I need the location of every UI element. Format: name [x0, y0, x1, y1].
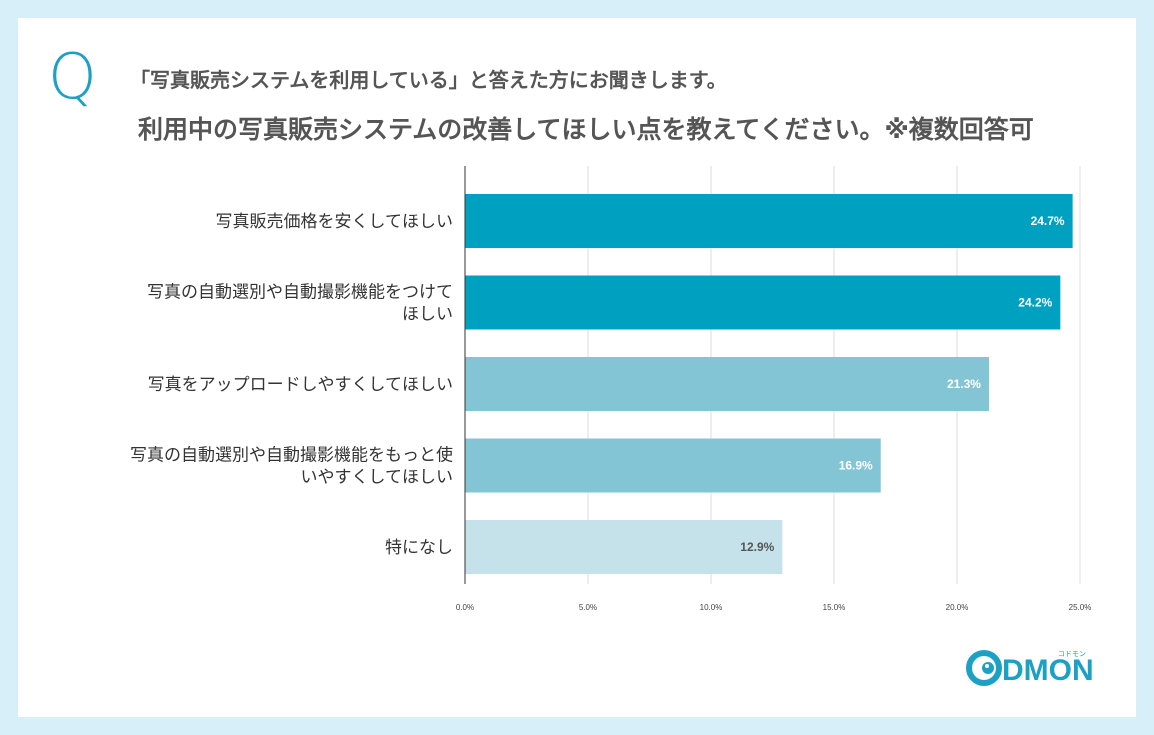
category-label: 写真販売価格を安くしてほしい	[216, 212, 454, 232]
logo-wordmark: DMON	[1002, 654, 1094, 687]
category-label: いやすくしてほしい	[301, 468, 454, 488]
bar	[465, 520, 783, 574]
bar-value-label: 16.9%	[839, 459, 873, 473]
bar-value-label: 24.2%	[1018, 296, 1052, 310]
category-label: 写真の自動選別や自動撮影機能をもっと使	[130, 445, 453, 466]
logo-ruby: コドモン	[1058, 650, 1086, 658]
chart-card: Q 「写真販売システムを利用している」と答えた方にお聞きします。 利用中の写真販…	[18, 18, 1136, 717]
x-tick-label: 0.0%	[456, 603, 474, 612]
category-label: ほしい	[402, 305, 453, 325]
x-tick-label: 20.0%	[946, 603, 969, 612]
question-intro: 「写真販売システムを利用している」と答えた方にお聞きします。	[130, 68, 727, 92]
bar	[465, 438, 881, 493]
bar-value-label: 12.9%	[740, 540, 774, 554]
codmon-logo: DMON コドモン	[966, 650, 1094, 687]
question-text: 利用中の写真販売システムの改善してほしい点を教えてください。※複数回答可	[138, 115, 1034, 144]
bar-value-label: 21.3%	[947, 377, 981, 391]
category-label: 写真の自動選別や自動撮影機能をつけて	[147, 283, 453, 303]
x-tick-label: 10.0%	[700, 603, 723, 612]
category-label: 特になし	[385, 538, 453, 558]
bar-value-label: 24.7%	[1031, 214, 1065, 228]
x-tick-label: 25.0%	[1069, 603, 1092, 612]
category-label: 写真をアップロードしやすくしてほしい	[148, 375, 453, 395]
x-tick-label: 5.0%	[579, 603, 597, 612]
bar	[465, 357, 989, 411]
bar	[465, 275, 1061, 330]
bar	[465, 194, 1073, 248]
bar-chart: 24.7% 写真販売価格を安くしてほしい 24.2% 写真の自動選別や自動撮影機能をつ…	[130, 166, 1092, 612]
x-tick-label: 15.0%	[823, 603, 846, 612]
question-mark: Q	[48, 40, 97, 113]
